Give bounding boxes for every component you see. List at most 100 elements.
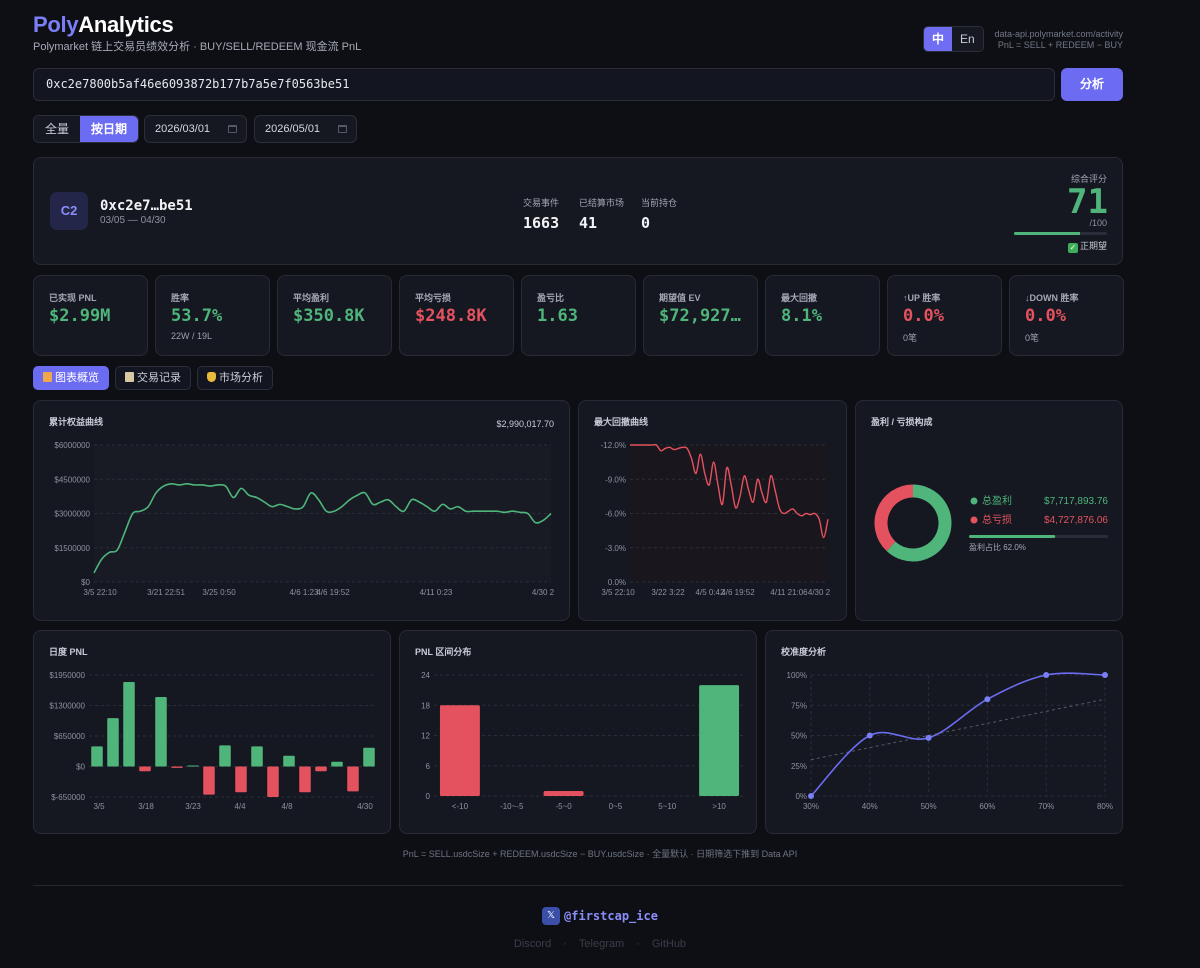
mode-by-date-button[interactable]: 按日期: [80, 116, 139, 142]
end-date-value: 2026/05/01: [265, 123, 321, 135]
tab-chart-overview[interactable]: 图表概览: [33, 366, 109, 390]
x-tick-label: 3/5 22:10: [601, 588, 635, 597]
stat-open-positions: 当前持仓 0: [641, 196, 677, 232]
trophy-icon: [207, 372, 216, 382]
api-info: data-api.polymarket.com/activity PnL = S…: [960, 29, 1123, 51]
lang-zh-button[interactable]: 中: [924, 27, 953, 51]
pnl-bar: [203, 766, 215, 795]
x-tick-label: 5~10: [658, 802, 677, 811]
ratio-label: 盈利占比 62.0%: [969, 542, 1026, 552]
equity-current-value: $2,990,017.70: [496, 419, 554, 429]
stat-label: 当前持仓: [641, 198, 678, 208]
calendar-icon[interactable]: [338, 125, 347, 133]
x-tick-label: 4/8: [281, 802, 293, 811]
y-tick-label: 25%: [791, 762, 807, 771]
x-tick-label: 80%: [1097, 802, 1113, 811]
x-tick-label: 4/11 0:23: [420, 588, 453, 597]
metric-label: 平均亏损: [415, 293, 452, 303]
metric-value: 1.63: [537, 306, 578, 326]
metric-value: $72,927…: [659, 306, 741, 326]
calendar-icon[interactable]: [228, 125, 237, 133]
metric-card: 平均盈利 $350.8K: [277, 275, 392, 356]
x-tick-label: 40%: [862, 802, 878, 811]
y-tick-label: $0: [76, 763, 85, 772]
clipboard-icon: [125, 372, 134, 382]
pnl-bar: [235, 766, 247, 793]
pnl-bar: [91, 746, 103, 767]
stat-settled-markets: 已结算市场 41: [579, 196, 624, 232]
end-date-input[interactable]: 2026/05/01: [254, 115, 357, 143]
x-tick-label: 4/30 2: [808, 588, 831, 597]
x-logo-icon[interactable]: 𝕏: [542, 907, 561, 925]
twitter-handle-link[interactable]: @firstcap_ice: [564, 909, 658, 923]
x-tick-label: 4/30 2: [532, 588, 555, 597]
start-date-value: 2026/03/01: [155, 123, 211, 135]
chart-title: 校准度分析: [781, 647, 827, 657]
pnl-bar: [299, 766, 311, 793]
metric-subtext: 22W / 19L: [171, 331, 213, 341]
stat-label: 交易事件: [523, 198, 560, 208]
stat-value: 0: [641, 214, 651, 232]
composition-chart: 总盈利 $7,717,893.76 总亏损 $4,727,876.06 盈利占比 62.…: [874, 484, 1108, 562]
y-tick-label: -3.0%: [605, 544, 626, 553]
tab-label: 市场分析: [219, 372, 263, 384]
telegram-link[interactable]: Telegram: [578, 938, 625, 950]
tab-trade-records[interactable]: 交易记录: [115, 366, 191, 390]
pnl-bar: [139, 766, 151, 772]
mode-all-button[interactable]: 全量: [34, 116, 81, 142]
metric-card: 已实现 PNL $2.99M: [33, 275, 148, 356]
discord-link[interactable]: Discord: [513, 938, 552, 950]
legend-label: 总盈利: [982, 494, 1012, 507]
y-tick-label: -6.0%: [605, 510, 626, 519]
trader-profile-card: C2 0xc2e7…be51 03/05 — 04/30 交易事件 1663 已结…: [33, 157, 1123, 265]
y-tick-label: 0.0%: [608, 578, 626, 587]
distribution-bar: [439, 705, 480, 796]
distribution-bar: [543, 790, 584, 796]
pnl-bar: [363, 747, 375, 767]
metric-subtext: 0笔: [1025, 333, 1040, 343]
legend-swatch: [970, 497, 978, 505]
pnl-bar: [283, 755, 295, 767]
score-badge-label: 正期望: [1079, 241, 1107, 251]
y-tick-label: 18: [421, 701, 430, 710]
drawdown-chart-card: 最大回撤曲线 0.0% -3.0% -6.0% -9.0% -12.0% 3/5 22:1…: [578, 400, 847, 621]
metric-label: 胜率: [171, 293, 190, 303]
equity-line: [93, 483, 552, 574]
y-tick-label: $650000: [54, 732, 86, 741]
lang-en-button[interactable]: En: [952, 27, 983, 51]
metric-subtext: 0笔: [903, 333, 918, 343]
analyze-button[interactable]: 分析: [1061, 68, 1123, 101]
x-tick-label: 4/6 19:52: [316, 588, 350, 597]
x-tick-label: 4/11 21:06: [770, 588, 808, 597]
github-link[interactable]: GitHub: [651, 938, 687, 950]
api-endpoint: data-api.polymarket.com/activity: [994, 29, 1123, 39]
score-progress-bar: [1014, 232, 1107, 235]
chart-title: PNL 区间分布: [415, 647, 472, 657]
x-tick-label: 3/23: [185, 802, 201, 811]
app-logo: PolyAnalytics: [33, 12, 174, 38]
score-max: /100: [1089, 218, 1107, 228]
metric-label: ↓DOWN 胜率: [1025, 293, 1079, 303]
calibration-chart-card: 校准度分析 0% 25% 50% 75% 100% 30% 40% 50% 60% 70% 80%: [765, 630, 1123, 834]
y-tick-label: $1500000: [54, 544, 90, 553]
metric-card: 盈亏比 1.63: [521, 275, 636, 356]
legend-label: 总亏损: [982, 513, 1012, 526]
footer-links: Discord · Telegram · GitHub: [513, 938, 687, 950]
tab-market-analysis[interactable]: 市场分析: [197, 366, 273, 390]
tab-label: 交易记录: [137, 372, 181, 384]
metric-label: 最大回撤: [781, 293, 818, 303]
x-tick-label: 30%: [803, 802, 819, 811]
address-input[interactable]: 0xc2e7800b5af46e6093872b177b7a5e7f0563be…: [33, 68, 1055, 101]
pie-slice-profit: [886, 484, 952, 562]
view-tabs: 图表概览 交易记录 市场分析: [33, 366, 273, 390]
composition-chart-card: 盈利 / 亏损构成 总盈利 $7,717,893.76 总亏损 $4,727,876.…: [855, 400, 1123, 621]
start-date-input[interactable]: 2026/03/01: [144, 115, 247, 143]
tab-label: 图表概览: [55, 372, 99, 384]
pnl-bar: [315, 766, 327, 772]
calibration-chart: 0% 25% 50% 75% 100% 30% 40% 50% 60% 70% 80%: [787, 671, 1113, 811]
diagonal-reference-line: [810, 698, 1106, 761]
trader-address: 0xc2e7…be51: [100, 198, 193, 214]
y-tick-label: $4500000: [54, 475, 90, 484]
x-tick-label: 4/30: [357, 802, 373, 811]
pnl-bar: [219, 745, 231, 767]
